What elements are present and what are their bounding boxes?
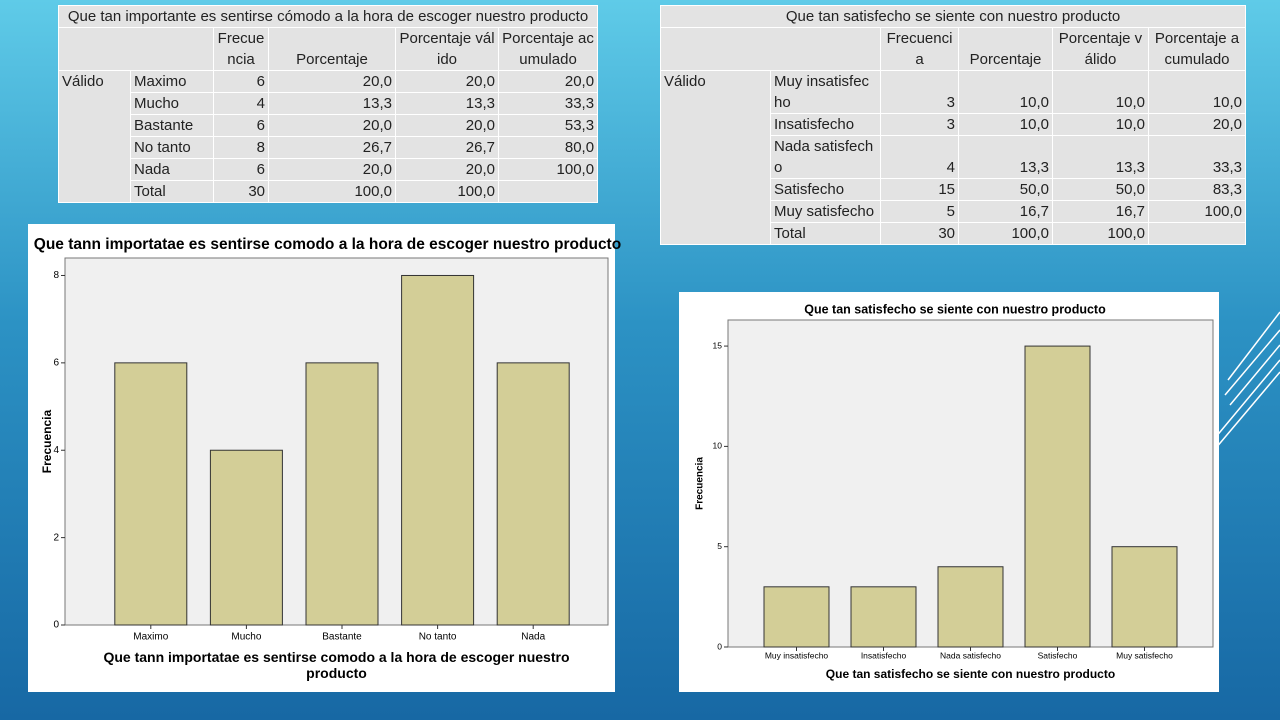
table-cell: 26,7 xyxy=(268,136,396,159)
x-tick-label: Mucho xyxy=(231,632,261,643)
table-row: No tanto 8 26,7 26,7 80,0 xyxy=(59,136,599,159)
bar xyxy=(937,566,1004,648)
table-row: Muy satisfecho 5 16,7 16,7 100,0 xyxy=(661,200,1247,223)
y-tick-label: 8 xyxy=(53,270,59,281)
table-cell: Insatisfecho xyxy=(770,113,881,136)
table-row: Válido Maximo 6 20,0 20,0 20,0 xyxy=(58,70,599,203)
bar xyxy=(1111,546,1178,648)
table-row: Total 30 100,0 100,0 xyxy=(59,180,599,203)
table-cell: 53,3 xyxy=(497,114,599,137)
table-cell: 20,0 xyxy=(497,70,599,93)
y-axis-label: Frecuencia xyxy=(695,457,706,510)
frequency-table: Que tan importante es sentirse cómodo a … xyxy=(57,5,599,203)
table-cell: Porcentaje xyxy=(268,27,396,71)
table-row: Nada satisfecho 4 13,3 13,3 33,3 xyxy=(661,135,1247,179)
table-row: Que tan importante es sentirse cómodo a … xyxy=(57,5,599,28)
bar xyxy=(114,362,188,626)
bar xyxy=(305,362,379,626)
table-cell: 10,0 xyxy=(1052,70,1149,114)
x-axis-label-box: Que tann importatae es sentirse comodo a… xyxy=(103,649,570,681)
table-cell: Porcentaje válido xyxy=(1052,27,1149,71)
x-axis-label: Que tan satisfecho se siente con nuestro… xyxy=(825,667,1116,681)
y-tick-label: 0 xyxy=(53,620,59,631)
table-cell: 33,3 xyxy=(1147,135,1247,179)
table-cell: Muy satisfecho xyxy=(770,200,881,223)
table-cell: 10,0 xyxy=(958,113,1053,136)
x-tick-label: Insatisfecho xyxy=(861,650,907,660)
table-cell: Que tan satisfecho se siente con nuestro… xyxy=(659,5,1247,28)
table-row: Bastante 6 20,0 20,0 53,3 xyxy=(59,114,599,137)
table-cell: 50,0 xyxy=(1052,178,1149,201)
table-cell: 100,0 xyxy=(395,180,499,203)
bar xyxy=(209,449,283,626)
x-tick-label: Nada xyxy=(521,632,545,643)
table-cell: 4 xyxy=(880,135,959,179)
table-cell: 13,3 xyxy=(1052,135,1149,179)
x-axis-label-box: Que tan satisfecho se siente con nuestro… xyxy=(825,667,1116,681)
x-tick-label: No tanto xyxy=(419,632,457,643)
x-tick-label: Bastante xyxy=(322,632,362,643)
table-cell: 100,0 xyxy=(958,222,1053,245)
bar xyxy=(1024,345,1091,648)
chart-title: Que tan satisfecho se siente con nuestro… xyxy=(804,302,1106,316)
table-cell: Muy insatisfecho xyxy=(770,70,881,114)
x-axis-label: Que tann importatae es sentirse comodo a… xyxy=(103,649,570,681)
table-cell: 100,0 xyxy=(268,180,396,203)
table-cell xyxy=(497,180,599,203)
x-tick-label: Maximo xyxy=(133,632,168,643)
x-tick-label: Muy insatisfecho xyxy=(765,650,829,660)
y-axis-label: Frecuencia xyxy=(40,409,54,473)
table-cell: No tanto xyxy=(130,136,214,159)
table-row: Satisfecho 15 50,0 50,0 83,3 xyxy=(661,178,1247,201)
table-cell: Total xyxy=(130,180,214,203)
table-cell: 20,0 xyxy=(268,114,396,137)
bar xyxy=(763,586,830,648)
table-cell: Porcentaje acumulado xyxy=(1147,27,1247,71)
y-tick-label: 0 xyxy=(717,641,722,651)
table-cell: Válido xyxy=(660,70,771,245)
y-tick-label: 2 xyxy=(53,532,59,543)
table-row: Válido Muy insatisfecho 3 10,0 10,0 10,0 xyxy=(660,70,1247,245)
table-cell: Que tan importante es sentirse cómodo a … xyxy=(57,5,599,28)
table-cell: Mucho xyxy=(130,92,214,115)
table-cell xyxy=(660,27,881,71)
table-cell: Nada xyxy=(130,158,214,181)
x-tick-label: Muy satisfecho xyxy=(1116,650,1173,660)
table-cell: 30 xyxy=(213,180,269,203)
table-row: Frecuencia Porcentaje Porcentaje válido Por… xyxy=(660,27,1247,71)
table-cell: 10,0 xyxy=(1147,70,1247,114)
table-cell: 33,3 xyxy=(497,92,599,115)
table-cell: Frecuencia xyxy=(880,27,959,71)
y-tick-label: 4 xyxy=(53,445,59,456)
table-cell: Porcentaje acumulado xyxy=(497,27,599,71)
table-cell xyxy=(1147,222,1247,245)
table-cell: Válido xyxy=(58,70,131,203)
frequency-table: Que tan satisfecho se siente con nuestro… xyxy=(659,5,1247,245)
table-cell: 80,0 xyxy=(497,136,599,159)
bar xyxy=(496,362,570,626)
chart-title: Que tann importatae es sentirse comodo a… xyxy=(34,236,621,253)
x-tick-label: Satisfecho xyxy=(1038,650,1078,660)
y-tick-label: 5 xyxy=(717,541,722,551)
table-cell: 83,3 xyxy=(1147,178,1247,201)
y-tick-label: 10 xyxy=(713,441,723,451)
y-tick-label: 6 xyxy=(53,357,59,368)
table-cell: 20,0 xyxy=(268,70,396,93)
table-cell: Total xyxy=(770,222,881,245)
x-tick-label: Nada satisfecho xyxy=(940,650,1001,660)
table-cell: 13,3 xyxy=(958,135,1053,179)
table-row: Frecuencia Porcentaje Porcentaje válido Por… xyxy=(58,27,599,71)
bar xyxy=(850,586,917,648)
table-cell: Satisfecho xyxy=(770,178,881,201)
bar xyxy=(401,274,475,626)
table-row: Total 30 100,0 100,0 xyxy=(661,222,1247,245)
y-tick-label: 15 xyxy=(713,340,723,350)
table-cell: 10,0 xyxy=(958,70,1053,114)
table-cell: Porcentaje válido xyxy=(395,27,499,71)
table-row: Que tan satisfecho se siente con nuestro… xyxy=(659,5,1247,28)
